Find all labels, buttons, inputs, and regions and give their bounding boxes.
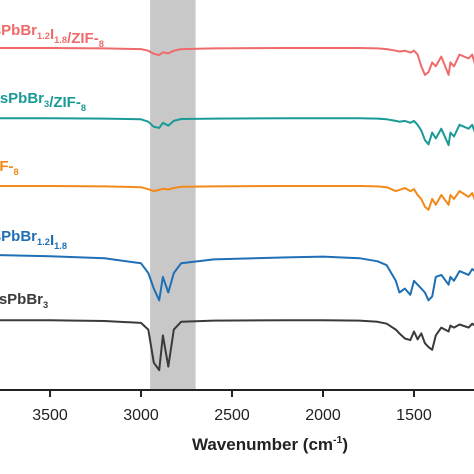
spectrum-line (0, 117, 474, 147)
series-label: CsPbBr1.2I1.8 (0, 228, 67, 251)
x-tick-label: 1500 (396, 407, 432, 424)
x-tick-label: 3500 (32, 407, 68, 424)
series-label: CsPbBr1.2I1.8/ZIF-8 (0, 22, 104, 49)
x-tick-label: 3000 (123, 407, 159, 424)
x-tick-label: 2000 (305, 407, 341, 424)
x-tick-label: 2500 (214, 407, 250, 424)
series-label: CsPbBr3/ZIF-8 (0, 90, 86, 113)
series-label: CsPbBr3 (0, 291, 48, 310)
spectrum-line (0, 185, 474, 211)
spectrum-line (0, 319, 474, 372)
x-axis-label: Wavenumber (cm-1) (192, 434, 348, 454)
series-label: ZIF-8 (0, 158, 19, 177)
highlight-band (150, 0, 196, 390)
spectrum-line (0, 47, 474, 76)
spectrum-line (0, 254, 474, 302)
